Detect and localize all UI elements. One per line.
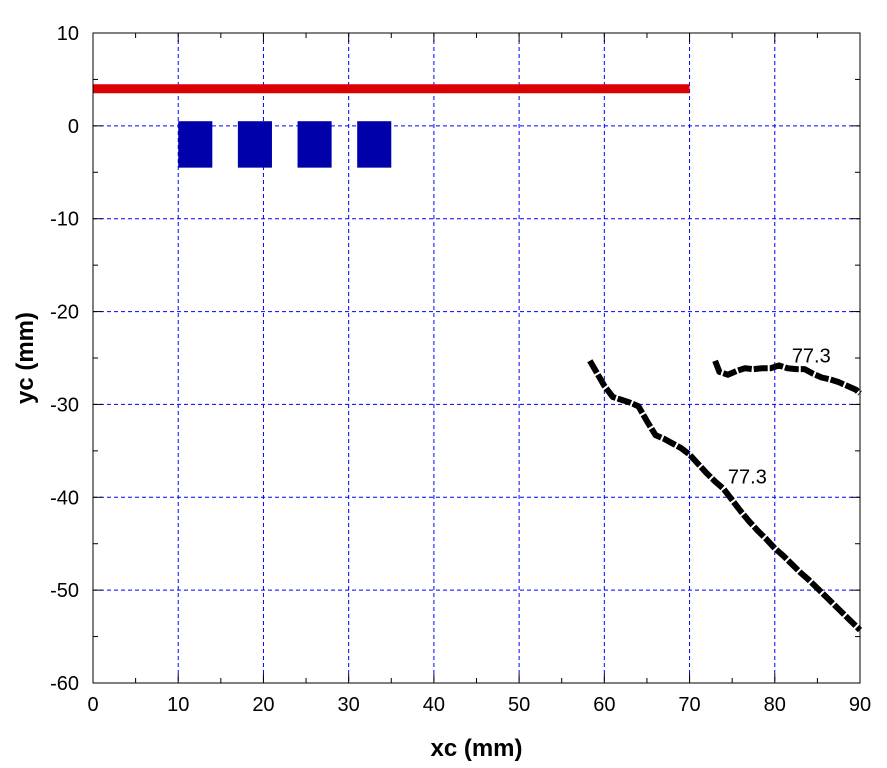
x-tick-label: 50: [508, 694, 530, 716]
y-tick-label: -40: [50, 487, 79, 509]
x-tick-label: 80: [764, 694, 786, 716]
y-tick-label: -60: [50, 673, 79, 695]
contour-label-layer: 77.3 77.3: [728, 346, 831, 489]
x-tick-label: 60: [593, 694, 615, 716]
block-rect: [297, 121, 332, 168]
y-tick-label: 0: [68, 116, 79, 138]
x-tick-label: 10: [167, 694, 189, 716]
y-tick-label: -50: [50, 580, 79, 602]
block-rect: [237, 121, 272, 168]
y-tick-label: -10: [50, 209, 79, 231]
x-tick-label: 90: [849, 694, 871, 716]
x-tick-label: 70: [678, 694, 700, 716]
contour-label: 77.3: [792, 346, 831, 368]
y-tick-label: -20: [50, 302, 79, 324]
x-tick-label: 0: [87, 694, 98, 716]
x-tick-label: 20: [252, 694, 274, 716]
y-tick-label: -30: [50, 394, 79, 416]
x-axis-title: xc (mm): [430, 735, 522, 762]
x-tick-label: 30: [338, 694, 360, 716]
y-tick-label: 10: [57, 23, 79, 45]
contour-line: [587, 359, 863, 633]
contour-line: [712, 359, 862, 396]
block-rect: [357, 121, 392, 168]
series-layer: [587, 359, 863, 633]
y-axis-title: yc (mm): [12, 312, 39, 404]
x-tick-label: 40: [423, 694, 445, 716]
block-rect: [178, 121, 213, 168]
contour-label: 77.3: [728, 466, 767, 488]
shape-layer: [93, 84, 690, 168]
